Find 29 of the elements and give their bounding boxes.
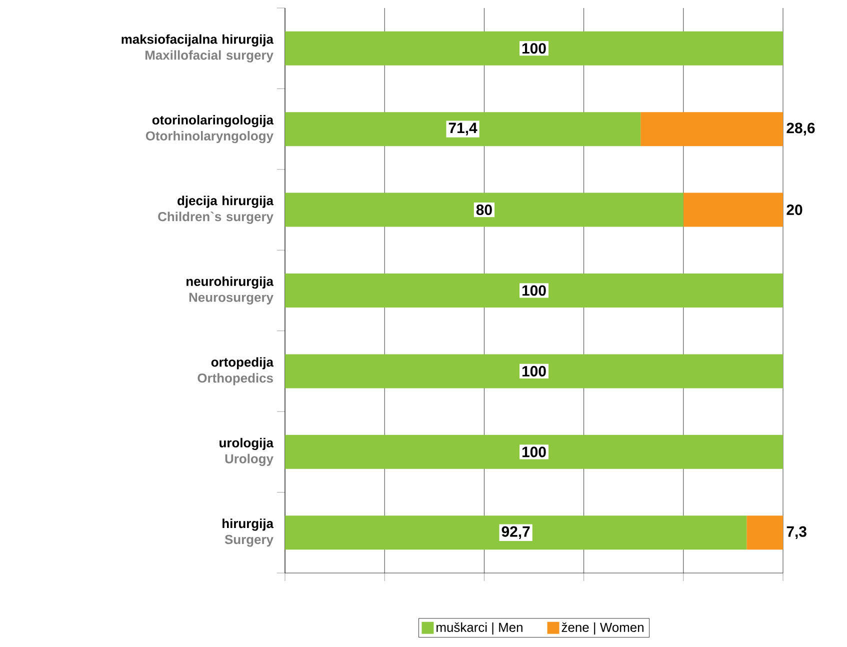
bar <box>746 516 784 550</box>
bar <box>683 192 784 227</box>
y-tick-label: maksiofacijalna hirurgija Maxillofacial surgery <box>122 34 274 62</box>
y-tick-label: ortopedija Orthopedics <box>198 357 274 386</box>
data-label: 100 <box>522 446 546 458</box>
data-label: 100 <box>522 43 546 54</box>
bar <box>640 112 784 146</box>
data-label: 71,4 <box>448 122 478 136</box>
legend-label: žene | Women <box>562 622 644 635</box>
y-tick-label: urologija Urology <box>220 438 274 466</box>
bar <box>285 112 641 146</box>
bar <box>285 434 784 469</box>
y-tick-label: otorinolaringologija Otorhinolaryngology <box>146 115 274 144</box>
data-label: 20 <box>786 204 802 216</box>
data-label: 92,7 <box>502 526 530 540</box>
bar <box>285 31 784 66</box>
bar <box>285 516 747 550</box>
y-tick-label: djecija hirurgija Children`s surgery <box>158 196 274 224</box>
bar <box>285 354 784 388</box>
data-label: 28,6 <box>786 122 815 136</box>
legend-label: muškarci | Men <box>436 622 522 635</box>
data-label: 80 <box>476 204 492 216</box>
data-label: 100 <box>522 285 546 296</box>
y-tick-label: neurohirurgija Neurosurgery <box>186 276 274 305</box>
data-label: 100 <box>522 366 546 377</box>
bar <box>285 274 784 308</box>
data-label: 7,3 <box>786 526 806 540</box>
y-tick-label: hirurgija Surgery <box>222 518 274 547</box>
bar <box>285 192 684 227</box>
